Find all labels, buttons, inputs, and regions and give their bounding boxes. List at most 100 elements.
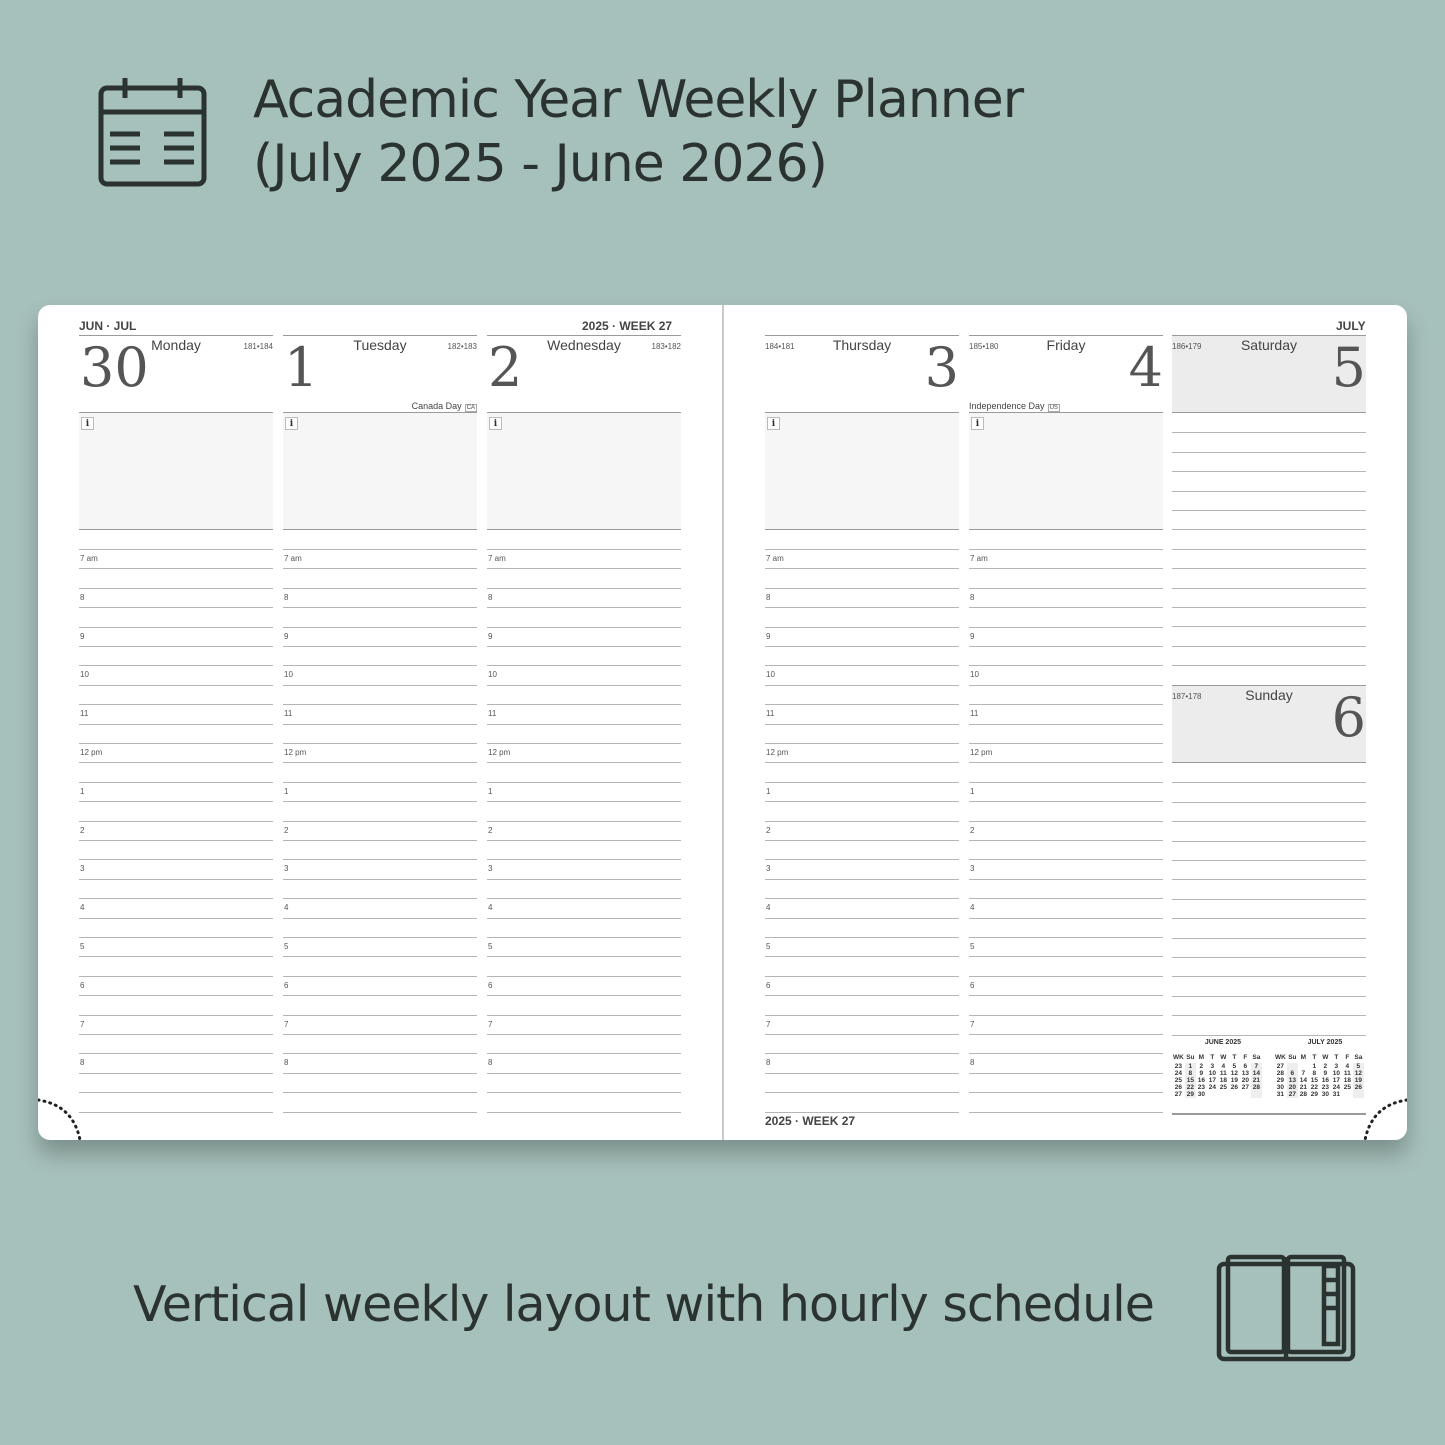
hour-line <box>487 626 681 628</box>
day-column[interactable]: 2 Wednesday 183•182 i 7 am 8 9 10 11 12 pm 1 2 3 4 5 6 7… <box>487 335 681 1115</box>
note-line <box>1172 840 1366 842</box>
hour-line <box>487 568 681 570</box>
hour-label: 7 <box>488 1019 493 1029</box>
week-label: 2025 · WEEK 27 <box>582 319 673 333</box>
hour-line <box>765 859 959 861</box>
mini-calendar-day: 29 <box>1276 1077 1285 1084</box>
hour-line <box>283 549 477 550</box>
mini-calendar-week: 25 15 16 17 18 19 20 21 <box>1172 1077 1262 1084</box>
mini-calendar-week: 23 1 2 3 4 5 6 7 <box>1172 1063 1262 1070</box>
note-line <box>1172 665 1366 667</box>
notes-box[interactable]: i <box>969 413 1163 530</box>
weekday-label: Sa <box>1252 1054 1261 1061</box>
mini-calendar-day: 16 <box>1197 1077 1205 1084</box>
mini-calendar-day: 26 <box>1352 1084 1364 1091</box>
mini-calendar-day: 27 <box>1286 1091 1298 1098</box>
day-name: Friday <box>1046 337 1086 353</box>
day-column[interactable]: 30 Monday 181•184 i 7 am 8 9 10 11 12 pm 1 2 3 4 5 6 7 8 <box>79 335 273 1115</box>
day-column[interactable]: 1 Tuesday 182•183 Canada Day CA i 7 am 8 9 10 11 12… <box>283 335 477 1115</box>
note-line <box>1172 1034 1366 1036</box>
hour-line <box>79 995 273 997</box>
hour-label: 9 <box>80 631 85 641</box>
weekday-label: Su <box>1186 1054 1195 1061</box>
mini-calendar-day <box>1218 1091 1229 1098</box>
day-column[interactable]: 3 Thursday 184•181 i 7 am 8 9 10 11 12 pm 1 2 3 4 5 6 7 8 <box>765 335 959 1115</box>
mini-calendar-day: 7 <box>1250 1063 1262 1070</box>
note-line <box>1172 529 1366 531</box>
hour-line <box>283 859 477 861</box>
hour-label: 10 <box>488 670 497 680</box>
hour-label: 7 am <box>488 554 506 563</box>
mini-calendar-day: 28 <box>1276 1070 1285 1077</box>
weekday-label: W <box>1322 1054 1329 1061</box>
mini-calendar-day <box>1207 1091 1218 1098</box>
hour-line <box>79 840 273 841</box>
hour-line <box>487 917 681 919</box>
mini-calendar-day <box>1298 1063 1309 1070</box>
hour-line <box>79 743 273 744</box>
mini-calendar-day: 22 <box>1310 1084 1318 1091</box>
hour-line <box>79 917 273 919</box>
hour-line <box>283 1111 477 1113</box>
weekday-label: Su <box>1288 1054 1297 1061</box>
hour-label: 11 <box>766 709 775 719</box>
weekday-label: Sa <box>1354 1054 1363 1061</box>
hour-label: 7 am <box>284 554 302 563</box>
hour-line <box>283 762 477 764</box>
hour-line <box>487 840 681 841</box>
planner-book-icon <box>1216 1254 1356 1362</box>
hour-label: 7 <box>80 1019 85 1029</box>
hour-line <box>765 898 959 900</box>
hour-line <box>283 1053 477 1055</box>
caption: Vertical weekly layout with hourly sched… <box>133 1276 1155 1333</box>
hour-line <box>969 1092 1163 1094</box>
hour-label: 7 <box>970 1019 975 1029</box>
day-column[interactable]: 4 Friday 185•180 Independence Day US i 7 am 8 9 1… <box>969 335 1163 1115</box>
hour-line <box>765 587 959 589</box>
hour-line <box>283 1092 477 1094</box>
mini-calendar-day: 5 <box>1352 1063 1364 1070</box>
note-line <box>1172 607 1366 608</box>
month-label-right: JULY <box>1336 319 1366 333</box>
hour-line <box>765 626 959 628</box>
note-line <box>1172 587 1366 589</box>
note-line <box>1172 645 1366 647</box>
hour-label: 7 <box>284 1019 289 1029</box>
mini-calendar-day: 23 <box>1197 1084 1205 1091</box>
mini-calendar-day: 10 <box>1208 1070 1216 1077</box>
notes-box[interactable]: i <box>487 413 681 530</box>
hour-line <box>79 801 273 803</box>
divider <box>1172 1113 1366 1115</box>
mini-calendar-day: 30 <box>1197 1091 1205 1098</box>
hour-line <box>765 917 959 919</box>
hour-label: 9 <box>488 631 493 641</box>
hour-label: 7 am <box>766 554 784 563</box>
notes-box[interactable]: i <box>79 413 273 530</box>
info-icon: i <box>489 417 502 430</box>
mini-calendar-day: 11 <box>1219 1070 1227 1077</box>
hour-label: 8 <box>488 592 493 602</box>
hour-line <box>487 762 681 764</box>
hour-line <box>283 917 477 919</box>
hour-line <box>283 937 477 938</box>
info-icon: i <box>81 417 94 430</box>
mini-calendar-day: 3 <box>1210 1063 1215 1070</box>
hour-label: 12 pm <box>284 748 307 757</box>
hour-line <box>487 859 681 861</box>
hour-label: 2 <box>488 825 493 835</box>
country-tag: CA <box>464 404 477 412</box>
mini-calendar-week: 27 29 30 <box>1172 1091 1262 1098</box>
mini-calendar-day: 21 <box>1250 1077 1262 1084</box>
notes-box[interactable]: i <box>283 413 477 530</box>
note-line <box>1172 1015 1366 1017</box>
hour-line <box>765 684 959 686</box>
hour-line <box>765 549 959 550</box>
hour-line <box>765 743 959 744</box>
mini-calendar-day: 12 <box>1230 1070 1238 1077</box>
notes-box[interactable]: i <box>765 413 959 530</box>
mini-calendar-week: 26 22 23 24 25 26 27 28 <box>1172 1084 1262 1091</box>
hour-line <box>487 665 681 667</box>
title-line-2: (July 2025 - June 2026) <box>253 134 828 194</box>
mini-calendar-day: 31 <box>1276 1091 1285 1098</box>
mini-calendar-day: 15 <box>1184 1077 1196 1084</box>
